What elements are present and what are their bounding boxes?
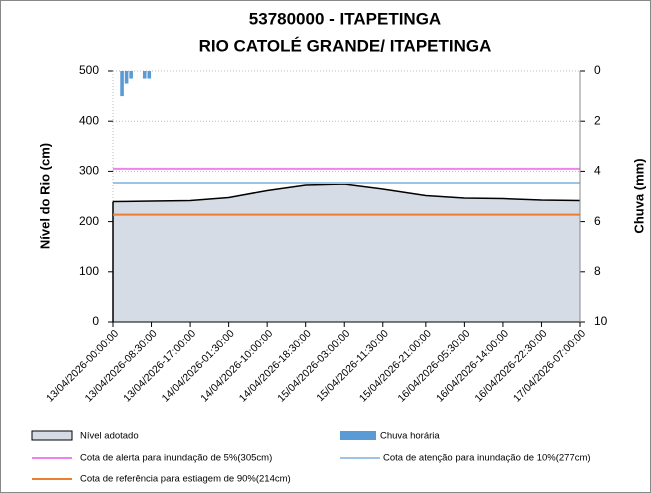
y-tick-label: 300 — [79, 164, 99, 178]
y-tick-label: 100 — [79, 264, 99, 278]
y-tick-label: 400 — [79, 113, 99, 127]
level-line — [112, 183, 581, 203]
rain-bar — [124, 71, 129, 84]
y2-tick-label: 4 — [594, 164, 601, 178]
legend-label: Cota de atenção para inundação de 10%(27… — [383, 453, 591, 464]
legend-label: Cota de alerta para inundação de 5%(305c… — [80, 453, 272, 464]
y2-tick-label: 8 — [594, 264, 601, 278]
chart-title: 53780000 - ITAPETINGA — [249, 9, 441, 28]
y-tick-label: 200 — [79, 214, 99, 228]
y-tick-label: 0 — [92, 314, 99, 328]
rain-bar — [120, 71, 124, 97]
legend-label: Nível adotado — [80, 431, 139, 442]
y2-axis-label: Chuva (mm) — [631, 158, 646, 233]
y-axis-label: Nível do Rio (cm) — [37, 143, 52, 249]
y2-tick-label: 2 — [594, 113, 601, 127]
y2-tick-label: 6 — [594, 214, 601, 228]
y2-tick-label: 10 — [594, 314, 608, 328]
legend-swatch — [340, 431, 376, 440]
y2-tick-label: 0 — [594, 63, 601, 77]
legend-label: Chuva horária — [380, 431, 440, 442]
level-area — [113, 183, 580, 322]
rain-bar — [147, 71, 152, 79]
legend-swatch — [31, 430, 73, 441]
rain-bar — [129, 71, 133, 79]
y-tick-label: 500 — [79, 63, 99, 77]
rain-bar — [142, 71, 147, 79]
legend-label: Cota de referência para estiagem de 90%(… — [80, 474, 291, 485]
chart-subtitle: RIO CATOLÉ GRANDE/ ITAPETINGA — [199, 36, 492, 55]
